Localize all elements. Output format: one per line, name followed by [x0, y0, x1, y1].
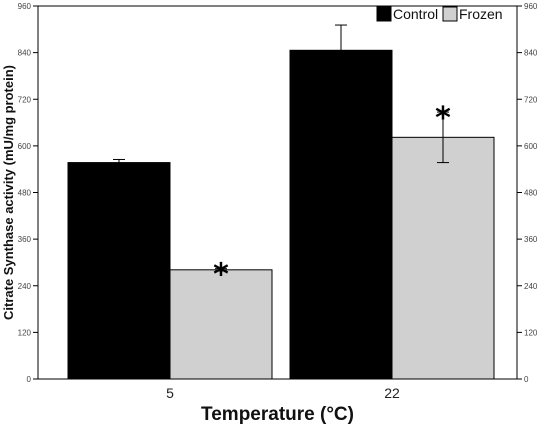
legend-swatch-control — [376, 6, 392, 22]
x-tick-label-22: 22 — [384, 385, 400, 401]
y-tick-label-left: 720 — [18, 95, 32, 104]
y-tick-label-right: 0 — [524, 375, 529, 384]
axes-group — [33, 5, 522, 380]
y-tick-label-left: 240 — [18, 282, 32, 291]
legend-label-control: Control — [393, 6, 438, 22]
y-tick-label-right: 480 — [524, 189, 538, 198]
x-tick-label-5: 5 — [166, 385, 174, 401]
bar-frozen-5 — [169, 269, 273, 380]
y-tick-label-left: 600 — [18, 142, 32, 151]
y-tick-label-right: 720 — [524, 95, 538, 104]
y-tick-label-right: 240 — [524, 282, 538, 291]
y-tick-label-right: 120 — [524, 328, 538, 337]
y-axis-title: Citrate Synthase activity (mU/mg protein… — [1, 65, 16, 320]
bars-group — [67, 24, 495, 380]
y-tick-label-right: 600 — [524, 142, 538, 151]
y-tick-label-left: 480 — [18, 189, 32, 198]
y-tick-label-left: 360 — [18, 235, 32, 244]
significance-star: * — [435, 101, 451, 136]
y-tick-label-left: 840 — [18, 49, 32, 58]
y-tick-label-right: 960 — [524, 2, 538, 11]
y-tick-label-right: 840 — [524, 49, 538, 58]
x-axis-title: Temperature (°C) — [201, 404, 354, 425]
y-tick-label-left: 120 — [18, 328, 32, 337]
y-tick-label-right: 360 — [524, 235, 538, 244]
bar-frozen-22 — [391, 136, 495, 380]
legend-swatch-frozen — [442, 6, 458, 22]
legend: Control Frozen — [376, 6, 503, 22]
bar-control-5 — [67, 162, 171, 380]
legend-label-frozen: Frozen — [459, 6, 503, 22]
y-tick-label-left: 960 — [18, 2, 32, 11]
y-tick-label-left: 0 — [27, 375, 32, 384]
labels-group: 0 0 120 120 240 240 360 360 480 480 600 600 720 720 84… — [18, 2, 538, 401]
bar-control-22 — [289, 49, 393, 380]
significance-star: * — [213, 258, 229, 293]
